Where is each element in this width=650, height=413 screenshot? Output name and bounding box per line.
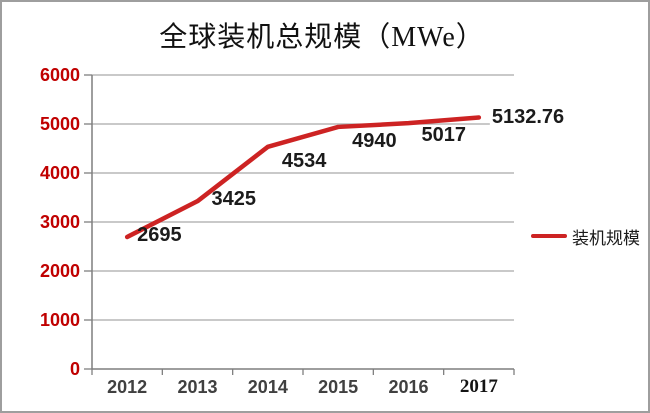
data-label-background bbox=[279, 150, 330, 171]
series-line bbox=[124, 115, 482, 240]
data-label-background bbox=[135, 224, 186, 245]
chart-title: 全球装机总规模（MWe） bbox=[159, 22, 485, 53]
data-label-background bbox=[350, 130, 401, 151]
legend: 装机规模 bbox=[531, 226, 640, 248]
legend-line-swatch bbox=[531, 234, 567, 238]
data-label-background bbox=[489, 107, 573, 128]
data-label-background bbox=[419, 125, 470, 146]
data-label-background bbox=[209, 189, 260, 210]
legend-label: 装机规模 bbox=[572, 228, 640, 248]
